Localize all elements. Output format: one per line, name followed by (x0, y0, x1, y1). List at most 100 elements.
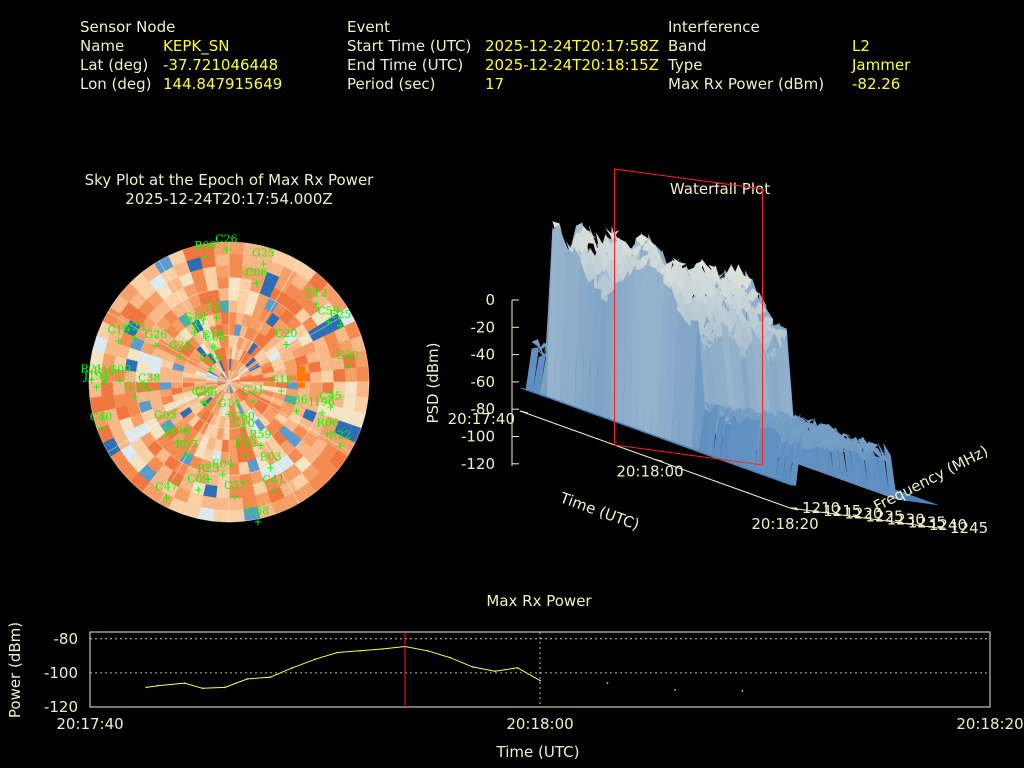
satellite-label: E05 (204, 331, 226, 344)
event-period-label: Period (sec) (347, 75, 436, 93)
power-point (381, 648, 384, 650)
satellite-marker: + (266, 462, 275, 475)
wf-cell (859, 444, 874, 460)
power-point (336, 651, 339, 654)
satellite-marker: + (335, 440, 344, 453)
power-point (201, 687, 204, 690)
freq-tick-label: 1245 (950, 519, 988, 537)
power-trace (146, 645, 541, 689)
satellite-label: G12 (270, 373, 293, 386)
power-point (449, 656, 451, 659)
satellite-marker: + (256, 439, 265, 452)
power-point (291, 667, 294, 669)
satellite-label: R59 (249, 428, 271, 441)
sensor-heading: Sensor Node (80, 18, 176, 36)
power-point (314, 658, 316, 661)
x-axis-label: Time (UTC) (496, 743, 580, 761)
sky-spoke (158, 381, 230, 504)
satellite-marker: + (201, 397, 210, 410)
satellite-label: C47 (155, 481, 177, 494)
satellite-marker: + (252, 277, 261, 290)
satellite-label: C19 (107, 323, 129, 336)
satellite-label: R23 (197, 462, 219, 475)
satellite-marker: + (269, 484, 278, 497)
satellite-marker: + (198, 396, 207, 409)
sparse-point (606, 682, 609, 684)
z-tick-label: 0 (485, 291, 495, 309)
satellite-marker: + (130, 331, 139, 344)
event-end-label: End Time (UTC) (347, 56, 464, 74)
z-tick-label: -80 (471, 400, 496, 418)
interference-type-value: Jammer (852, 56, 911, 74)
wf-cell (853, 440, 868, 462)
sensor-name-value: KEPK_SN (163, 37, 230, 55)
satellite-label: G28 (169, 339, 192, 352)
z-tick-label: -40 (471, 346, 496, 364)
wf-cell (773, 328, 787, 350)
sky-spoke (228, 381, 351, 453)
z-tick-label: -20 (471, 318, 496, 336)
satellite-marker: + (277, 384, 286, 397)
sparse-point (741, 689, 744, 692)
satellite-label: R22 (329, 429, 351, 442)
sensor-name-label: Name (80, 37, 125, 55)
power-point (494, 670, 496, 672)
satellite-label: C27 (192, 385, 214, 398)
satellite-label: C20 (275, 327, 297, 340)
z-tick-label: -60 (471, 373, 496, 391)
z-tick-label: -100 (461, 428, 495, 446)
sky-spoke (228, 381, 300, 504)
interference-power-label: Max Rx Power (dBm) (668, 75, 825, 93)
interference-type-label: Type (668, 56, 703, 74)
satellite-label: G03 (154, 409, 177, 422)
satellite-label: C24 (199, 352, 221, 365)
satellite-marker: + (145, 383, 154, 396)
wf-cell (717, 408, 731, 412)
waterfall-title: Waterfall Plot (669, 180, 771, 198)
satellite-label: C08 (245, 266, 267, 279)
satellite-marker: + (224, 408, 233, 421)
satellite-label: C40 (90, 411, 112, 424)
freq-tick-label: 1215 (823, 502, 861, 520)
satellite-marker: + (218, 468, 227, 481)
satellite-label: E11 (202, 329, 224, 342)
power-point (516, 667, 519, 669)
satellite-marker: + (182, 449, 191, 462)
satellite-marker: + (173, 436, 182, 449)
sky-spoke (228, 260, 300, 383)
satellite-marker: + (222, 243, 231, 256)
y-tick-label: -80 (54, 630, 79, 648)
y-axis-label: Power (dBm) (6, 622, 24, 718)
sparse-point (674, 689, 676, 691)
satellite-marker: + (204, 473, 213, 486)
freq-tick-label: 1225 (865, 508, 903, 526)
satellite-marker: + (253, 516, 262, 529)
wf-cell (836, 443, 850, 457)
x-tick-label: 20:18:20 (956, 715, 1023, 733)
power-point (224, 686, 226, 689)
satellite-label: G25 (252, 247, 275, 260)
wf-cell (818, 434, 832, 450)
z-axis-label: PSD (dBm) (424, 342, 442, 423)
satellite-label: G32 (337, 349, 360, 362)
satellite-marker: + (194, 484, 203, 497)
wf-cell (871, 442, 885, 455)
satellite-marker: + (326, 401, 335, 414)
satellite-marker: + (114, 334, 123, 347)
satellite-marker: + (212, 312, 221, 325)
satellite-marker: + (151, 339, 160, 352)
wf-cell (703, 271, 717, 299)
interference-band-value: L2 (852, 37, 870, 55)
wf-surface (519, 221, 939, 506)
satellite-label: R13 (93, 364, 115, 377)
wf-cell (716, 279, 730, 292)
satellite-marker: + (282, 338, 291, 351)
satellite-marker: + (208, 340, 217, 353)
satellite-label: C59 (317, 304, 339, 317)
time-tick-label: 20:17:40 (448, 410, 515, 428)
event-period-value: 17 (485, 75, 505, 93)
satellite-label: C45 (319, 390, 341, 403)
sky-spoke (228, 311, 351, 383)
